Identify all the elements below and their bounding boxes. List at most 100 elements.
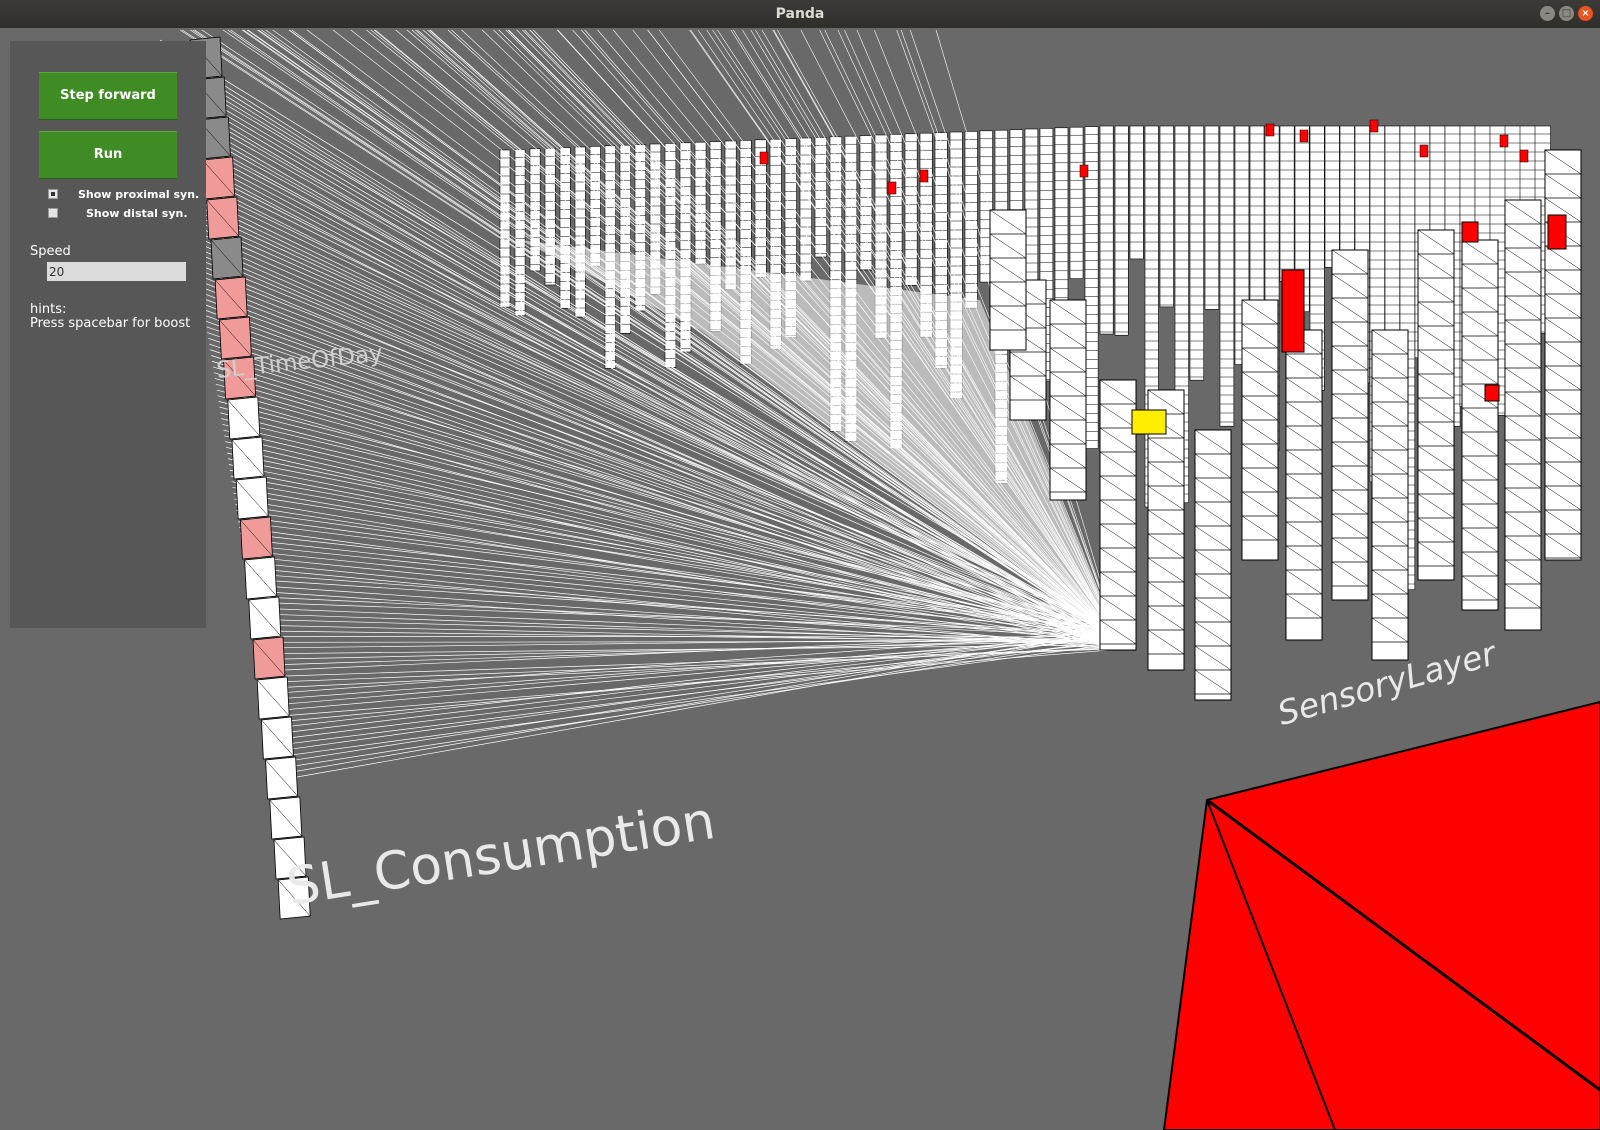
synapse-line (159, 39, 1122, 633)
sensory-column (1371, 329, 1409, 661)
distant-column (559, 147, 571, 309)
synapse-line (197, 269, 1114, 632)
synapse-line (227, 458, 1123, 634)
run-button[interactable]: Run (39, 131, 177, 179)
cell-diagonal (1099, 547, 1137, 573)
synapse-line (266, 631, 1118, 695)
cell-diagonal (1504, 559, 1542, 585)
sensory-column (1099, 379, 1137, 651)
synapse-line (200, 292, 1119, 649)
cell-diagonal (1504, 319, 1542, 345)
step-forward-button[interactable]: Step forward (39, 72, 177, 120)
synapse-line (169, 97, 1113, 638)
cell-diagonal (1147, 557, 1185, 583)
synapse-line (279, 629, 1118, 775)
active-cell (1265, 123, 1275, 137)
cell-diagonal (1417, 277, 1455, 303)
cell-diagonal (252, 639, 286, 677)
synapse-line (204, 315, 1123, 644)
close-button[interactable]: × (1578, 6, 1593, 21)
active-cell (1484, 384, 1500, 402)
cell-diagonal (1461, 407, 1499, 433)
cell-diagonal (1504, 511, 1542, 537)
sensory-column (1504, 199, 1542, 631)
synapse-line (198, 274, 1115, 637)
cell-diagonal (223, 359, 256, 397)
synapse-line (258, 29, 1119, 641)
active-cell (1281, 269, 1305, 353)
speed-input[interactable] (47, 262, 186, 281)
synapse-line (237, 515, 1117, 635)
synapse-line (165, 74, 1117, 638)
synapse-line (238, 521, 1117, 631)
cell-diagonal (1009, 351, 1047, 377)
winner-cell (1131, 409, 1167, 435)
synapse-line (179, 160, 1115, 632)
synapse-line (265, 646, 1118, 689)
distant-column (1279, 125, 1295, 282)
3d-viewport[interactable] (0, 28, 1600, 1130)
cell-diagonal (278, 879, 311, 917)
cell-diagonal (1009, 375, 1047, 401)
cell-diagonal (1331, 297, 1369, 323)
sensory-column (1241, 299, 1279, 561)
cell-diagonal (1417, 541, 1455, 567)
synapse-line (234, 498, 1113, 646)
cell-diagonal (1417, 349, 1455, 375)
cell-diagonal (1194, 525, 1232, 551)
synapse-density (520, 240, 1118, 640)
synapse-line (291, 29, 1119, 641)
hints-title: hints: (30, 302, 67, 317)
cell-diagonal (1461, 263, 1499, 289)
synapse-line (186, 206, 1122, 634)
synapse-line (242, 550, 1121, 641)
cell-diagonal (1504, 535, 1542, 561)
cell-diagonal (989, 257, 1027, 283)
synapse-line (265, 29, 1119, 641)
cell-diagonal (1099, 619, 1137, 645)
cell-diagonal (1285, 521, 1323, 547)
cell-diagonal (1544, 245, 1582, 271)
cell-diagonal (1461, 551, 1499, 577)
cell-diagonal (236, 479, 269, 517)
cell-diagonal (1504, 247, 1542, 273)
cell-diagonal (1544, 437, 1582, 463)
show-distal-checkbox[interactable] (48, 208, 58, 218)
synapse-line (272, 29, 1119, 641)
cell-diagonal (1285, 353, 1323, 379)
cell-diagonal (1099, 427, 1137, 453)
cell-diagonal (1461, 287, 1499, 313)
cell-diagonal (1194, 477, 1232, 503)
synapse-line (201, 29, 1119, 641)
cell-diagonal (1371, 521, 1409, 547)
cell-diagonal (269, 799, 302, 837)
cell-diagonal (1331, 489, 1369, 515)
cell-diagonal (1194, 597, 1232, 623)
cell-diagonal (1241, 323, 1279, 349)
synapse-line (222, 29, 1119, 641)
cell-diagonal (1544, 149, 1582, 175)
maximize-button[interactable]: □ (1559, 6, 1574, 21)
cell-diagonal (1099, 403, 1137, 429)
cell-diagonal (1504, 199, 1542, 225)
synapse-line (168, 91, 1116, 650)
cell-diagonal (1504, 583, 1542, 609)
show-proximal-checkbox[interactable] (48, 189, 58, 199)
synapse-line (223, 429, 1113, 639)
minimize-button[interactable]: – (1540, 6, 1555, 21)
cell-diagonal (1099, 595, 1137, 621)
cell-diagonal (1417, 517, 1455, 543)
distant-column (1204, 125, 1220, 310)
synapse-line (233, 492, 1117, 631)
synapse-line (218, 401, 1120, 634)
speed-label: Speed (30, 244, 71, 259)
hints-boost: Press spacebar for boost (30, 316, 191, 331)
cell-diagonal (1461, 431, 1499, 457)
distant-column (1324, 125, 1340, 268)
synapse-line (181, 171, 1119, 647)
distant-column (1219, 125, 1235, 427)
sensory-column (1461, 239, 1499, 611)
cell-diagonal (231, 439, 265, 477)
synapse-line (272, 632, 1118, 735)
cell-diagonal (1544, 485, 1582, 511)
